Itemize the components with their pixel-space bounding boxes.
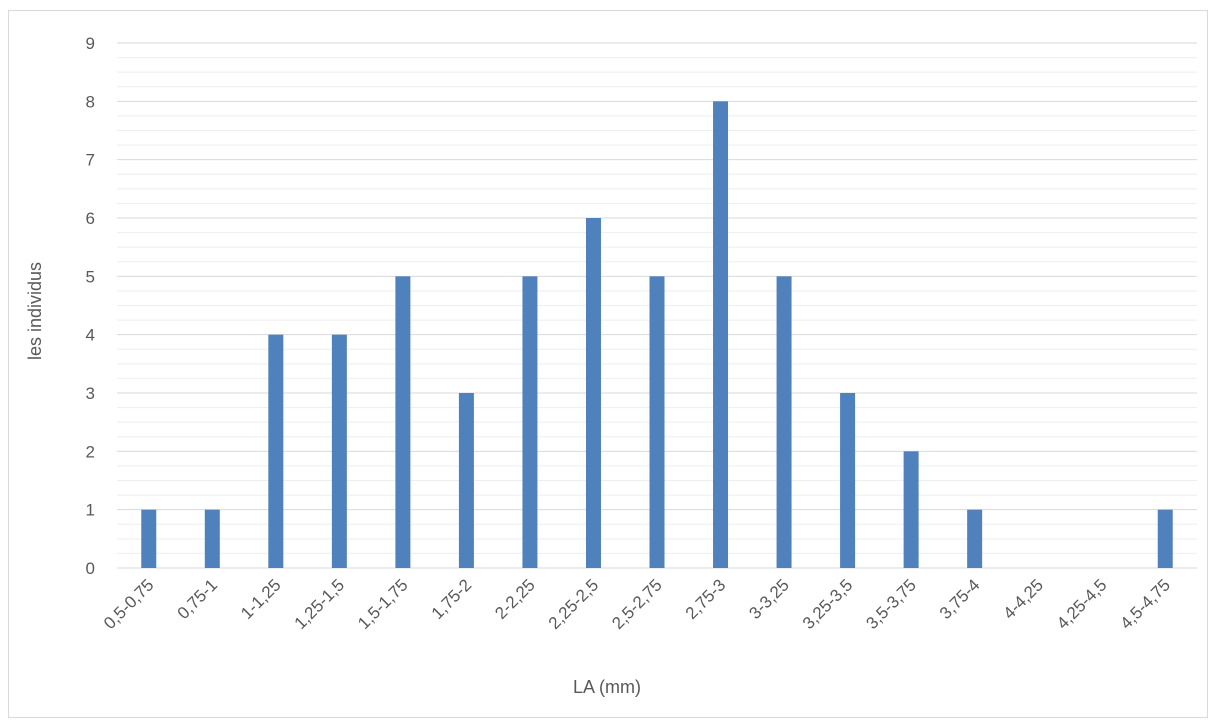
bar — [776, 276, 792, 568]
x-axis-title: LA (mm) — [573, 677, 641, 697]
x-tick-label: 4,5-4,75 — [1117, 575, 1175, 633]
x-tick-label: 3,25-3,5 — [799, 575, 857, 633]
y-tick-label: 5 — [86, 267, 95, 286]
bar — [967, 509, 983, 568]
y-tick-label: 0 — [86, 559, 95, 578]
y-tick-label: 7 — [86, 151, 95, 170]
y-tick-label: 3 — [86, 384, 95, 403]
y-tick-label: 6 — [86, 209, 95, 228]
x-tick-label: 2,5-2,75 — [608, 575, 666, 633]
y-tick-label: 2 — [86, 442, 95, 461]
x-tick-label: 3,5-3,75 — [862, 575, 920, 633]
bar — [395, 276, 411, 568]
y-tick-label: 1 — [86, 501, 95, 520]
bar — [458, 393, 474, 568]
bar — [713, 101, 729, 568]
bar — [268, 334, 284, 568]
y-tick-label: 9 — [86, 34, 95, 53]
x-tick-label: 4-4,25 — [999, 575, 1047, 623]
y-tick-label: 4 — [86, 326, 95, 345]
bar — [649, 276, 665, 568]
bar — [522, 276, 538, 568]
x-tick-label: 1-1,25 — [237, 575, 285, 623]
bar — [840, 393, 856, 568]
x-tick-label: 1,75-2 — [428, 575, 476, 623]
bar — [1157, 509, 1173, 568]
bar — [331, 334, 347, 568]
x-tick-label: 0,5-0,75 — [100, 575, 158, 633]
y-tick-label: 8 — [86, 92, 95, 111]
y-axis-title: les individus — [25, 262, 45, 360]
y-tick-labels: 0 1 2 3 4 5 6 7 8 9 — [86, 34, 95, 578]
bar — [141, 509, 157, 568]
x-tick-label: 4,25-4,5 — [1053, 575, 1111, 633]
bar — [204, 509, 220, 568]
bar — [903, 451, 919, 568]
x-tick-label: 2,75-3 — [682, 575, 730, 623]
bar — [585, 218, 601, 568]
x-tick-label: 3,75-4 — [936, 575, 984, 623]
x-tick-labels: 0,5-0,75 0,75-1 1-1,25 1,25-1,5 1,5-1,75 1,75… — [100, 575, 1174, 633]
x-tick-label: 1,25-1,5 — [291, 575, 349, 633]
x-tick-label: 0,75-1 — [174, 575, 222, 623]
x-tick-label: 2-2,25 — [491, 575, 539, 623]
x-tick-label: 2,25-2,5 — [545, 575, 603, 633]
bars — [141, 101, 1173, 568]
x-tick-label: 1,5-1,75 — [354, 575, 412, 633]
x-tick-label: 3-3,25 — [745, 575, 793, 623]
